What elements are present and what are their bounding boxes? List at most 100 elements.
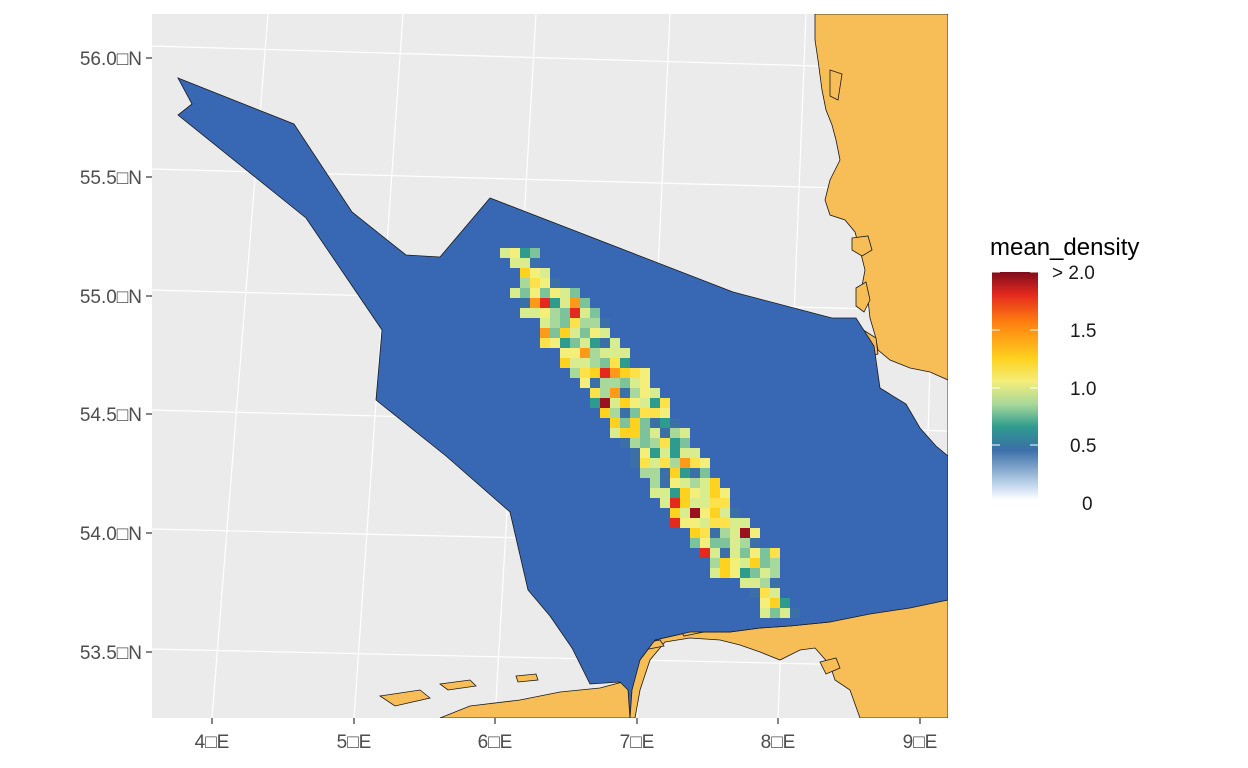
- density-cell: [560, 328, 570, 338]
- density-cell: [610, 418, 620, 428]
- density-cell: [530, 308, 540, 318]
- island-helgoland: [819, 657, 841, 675]
- density-cell: [700, 498, 710, 508]
- x-tick-label: 4□E: [195, 732, 230, 753]
- density-cell: [680, 458, 690, 468]
- density-cell: [550, 328, 560, 338]
- density-cell: [680, 448, 690, 458]
- density-cell: [510, 288, 520, 298]
- density-cell: [570, 298, 580, 308]
- density-cell: [610, 408, 620, 418]
- density-cell: [660, 458, 670, 468]
- density-cell: [650, 398, 660, 408]
- density-cell: [680, 468, 690, 478]
- density-cell: [630, 448, 640, 458]
- density-cell: [750, 548, 760, 558]
- density-cell: [700, 538, 710, 548]
- density-cell: [650, 438, 660, 448]
- density-cell: [560, 318, 570, 328]
- density-cell: [730, 558, 740, 568]
- density-cell: [750, 588, 760, 598]
- density-cell: [600, 358, 610, 368]
- density-cell: [620, 388, 630, 398]
- density-cell: [710, 568, 720, 578]
- density-cell: [590, 398, 600, 408]
- gridline-lat-56-0: [152, 45, 948, 71]
- density-cell: [720, 528, 730, 538]
- density-cell: [580, 338, 590, 348]
- island-sylt: [855, 281, 871, 313]
- density-cell: [770, 558, 780, 568]
- density-cell: [550, 278, 560, 288]
- density-cell: [750, 538, 760, 548]
- density-cell: [580, 318, 590, 328]
- density-cell: [690, 478, 700, 488]
- density-cell: [660, 488, 670, 498]
- density-cell: [670, 508, 680, 518]
- density-cell: [700, 488, 710, 498]
- density-cell: [680, 438, 690, 448]
- density-cell: [610, 358, 620, 368]
- density-cell: [670, 448, 680, 458]
- density-cell: [580, 308, 590, 318]
- island-dutch-frisian-3: [515, 673, 539, 683]
- island-fanoe: [829, 69, 843, 101]
- density-cell: [600, 328, 610, 338]
- density-cell: [640, 458, 650, 468]
- density-cell: [600, 388, 610, 398]
- density-cell: [610, 378, 620, 388]
- density-cell: [700, 478, 710, 488]
- density-cell: [740, 568, 750, 578]
- density-cell: [620, 438, 630, 448]
- density-cell: [660, 438, 670, 448]
- density-cell: [630, 458, 640, 468]
- density-cell: [720, 518, 730, 528]
- density-cell: [660, 448, 670, 458]
- density-cell: [620, 398, 630, 408]
- density-cell: [570, 328, 580, 338]
- density-cell: [610, 348, 620, 358]
- density-cell: [690, 538, 700, 548]
- density-cell: [740, 518, 750, 528]
- density-cell: [610, 368, 620, 378]
- legend-label: 1.0: [1070, 379, 1096, 400]
- density-cell: [670, 428, 680, 438]
- density-cell: [660, 468, 670, 478]
- density-cell: [660, 408, 670, 418]
- density-cell: [640, 368, 650, 378]
- density-cell: [770, 598, 780, 608]
- density-cell: [590, 338, 600, 348]
- density-cell: [630, 408, 640, 418]
- density-cell: [580, 348, 590, 358]
- island-romo: [851, 235, 873, 257]
- density-cell: [690, 498, 700, 508]
- legend: mean_density > 2.0 1.5 1.0 0.5 0: [990, 234, 1139, 515]
- density-cell: [760, 598, 770, 608]
- density-cell: [530, 278, 540, 288]
- density-cell: [530, 258, 540, 268]
- density-cell: [770, 588, 780, 598]
- density-cell: [630, 438, 640, 448]
- density-cell: [670, 498, 680, 508]
- density-cell: [720, 568, 730, 578]
- density-cell: [630, 368, 640, 378]
- density-cell: [560, 358, 570, 368]
- density-cell: [570, 308, 580, 318]
- density-cell: [620, 408, 630, 418]
- density-cell: [520, 288, 530, 298]
- density-cell: [630, 388, 640, 398]
- density-cell: [570, 358, 580, 368]
- x-tick-label: 8□E: [761, 732, 796, 753]
- density-cell: [640, 418, 650, 428]
- density-cell: [620, 358, 630, 368]
- density-cell: [640, 468, 650, 478]
- density-cell: [720, 548, 730, 558]
- density-cell: [570, 368, 580, 378]
- density-cell: [740, 578, 750, 588]
- density-cell: [580, 328, 590, 338]
- density-cell: [590, 378, 600, 388]
- density-cell: [740, 528, 750, 538]
- density-cell: [570, 288, 580, 298]
- density-cell: [750, 558, 760, 568]
- density-cell: [550, 288, 560, 298]
